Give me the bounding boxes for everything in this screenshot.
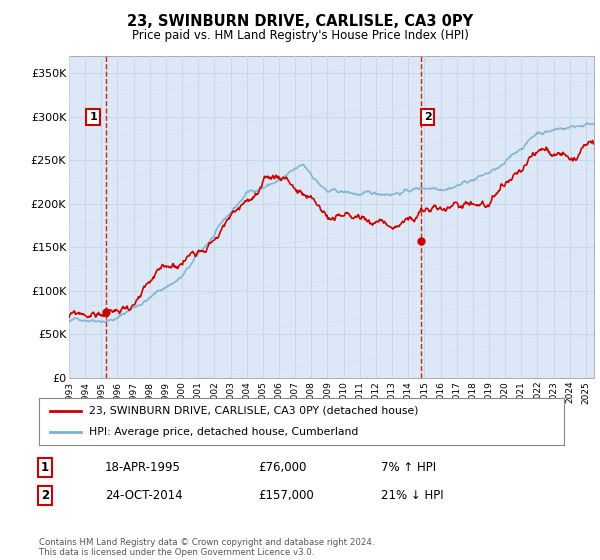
Text: 7% ↑ HPI: 7% ↑ HPI	[381, 461, 436, 474]
Text: £157,000: £157,000	[258, 489, 314, 502]
Text: HPI: Average price, detached house, Cumberland: HPI: Average price, detached house, Cumb…	[89, 427, 358, 437]
Bar	[69, 56, 106, 378]
Text: 18-APR-1995: 18-APR-1995	[105, 461, 181, 474]
Text: 23, SWINBURN DRIVE, CARLISLE, CA3 0PY: 23, SWINBURN DRIVE, CARLISLE, CA3 0PY	[127, 14, 473, 29]
Text: 24-OCT-2014: 24-OCT-2014	[105, 489, 182, 502]
Text: 1: 1	[41, 461, 49, 474]
Text: Price paid vs. HM Land Registry's House Price Index (HPI): Price paid vs. HM Land Registry's House …	[131, 29, 469, 42]
Text: 21% ↓ HPI: 21% ↓ HPI	[381, 489, 443, 502]
Text: 1: 1	[89, 112, 97, 122]
Text: Contains HM Land Registry data © Crown copyright and database right 2024.
This d: Contains HM Land Registry data © Crown c…	[39, 538, 374, 557]
Text: 23, SWINBURN DRIVE, CARLISLE, CA3 0PY (detached house): 23, SWINBURN DRIVE, CARLISLE, CA3 0PY (d…	[89, 406, 418, 416]
Text: 2: 2	[41, 489, 49, 502]
Text: 2: 2	[424, 112, 431, 122]
Text: £76,000: £76,000	[258, 461, 307, 474]
